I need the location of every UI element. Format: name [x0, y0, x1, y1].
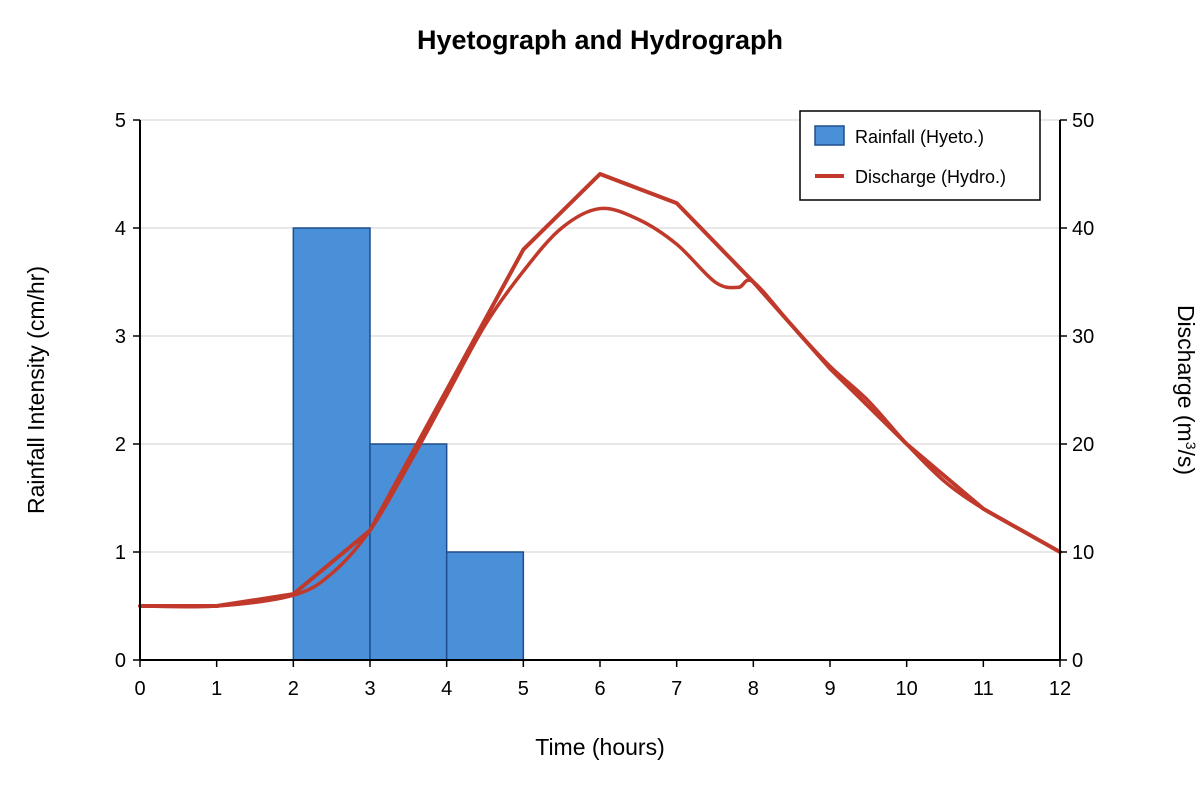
y-left-tick-label-1: 1 — [115, 542, 126, 564]
legend: Rainfall (Hyeto.) Discharge (Hydro.) — [799, 110, 1041, 201]
discharge-lines — [138, 172, 1062, 609]
y-right-tick-label-20: 20 — [1072, 434, 1094, 456]
x-tick-label-9: 9 — [824, 678, 835, 700]
y-left-tick-label-3: 3 — [115, 326, 126, 348]
discharge-curve-smooth — [138, 206, 1062, 609]
x-tick-label-12: 12 — [1049, 678, 1071, 700]
x-tick-label-8: 8 — [748, 678, 759, 700]
y-axis-right-label-superscript: 3 — [1183, 442, 1199, 450]
y-right-tick-label-50: 50 — [1072, 110, 1094, 132]
x-tick-label-3: 3 — [364, 678, 375, 700]
x-tick-label-2: 2 — [288, 678, 299, 700]
y-left-tick-label-5: 5 — [115, 110, 126, 132]
x-tick-label-0: 0 — [134, 678, 145, 700]
x-axis-label: Time (hours) — [535, 734, 665, 760]
x-tick-label-5: 5 — [518, 678, 529, 700]
x-tick-label-6: 6 — [594, 678, 605, 700]
y-axis-right-label-end: /s) — [1173, 450, 1199, 476]
y-axis-right-label-main: Discharge (m — [1173, 305, 1199, 442]
y-right-tick-label-30: 30 — [1072, 326, 1094, 348]
y-axis-left-label: Rainfall Intensity (cm/hr) — [23, 266, 49, 514]
rainfall-bar-3 — [445, 551, 525, 661]
x-tick-label-4: 4 — [441, 678, 452, 700]
legend-rainfall-swatch — [814, 125, 845, 146]
rainfall-bar-2 — [369, 443, 448, 661]
y-axis-right-label: Discharge (m3/s) — [1173, 305, 1199, 475]
rainfall-bars — [292, 227, 525, 661]
x-tick-label-11: 11 — [973, 678, 994, 700]
y-left-tick-label-0: 0 — [115, 650, 126, 672]
chart-title: Hyetograph and Hydrograph — [417, 25, 783, 55]
y-right-tick-label-0: 0 — [1072, 650, 1083, 672]
y-right-tick-label-40: 40 — [1072, 218, 1094, 240]
axes — [139, 120, 1061, 661]
legend-rainfall-label: Rainfall (Hyeto.) — [855, 127, 984, 147]
y-left-tick-label-2: 2 — [115, 434, 126, 456]
x-tick-label-1: 1 — [211, 678, 222, 700]
discharge-line — [138, 172, 1062, 608]
rainfall-bar-1 — [292, 227, 371, 661]
x-tick-label-7: 7 — [671, 678, 682, 700]
x-tick-label-10: 10 — [896, 678, 918, 700]
y-right-tick-label-10: 10 — [1072, 542, 1094, 564]
y-left-tick-label-4: 4 — [115, 218, 126, 240]
legend-discharge-label: Discharge (Hydro.) — [855, 167, 1006, 187]
